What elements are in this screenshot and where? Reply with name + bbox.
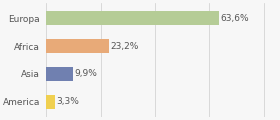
Bar (46, 95, 55, 109)
Bar (46, 67, 73, 81)
Text: 3,3%: 3,3% (57, 97, 80, 106)
Bar (46, 39, 109, 53)
Bar (46, 11, 219, 25)
Text: 23,2%: 23,2% (111, 42, 139, 51)
Text: 63,6%: 63,6% (220, 14, 249, 23)
Text: 9,9%: 9,9% (75, 69, 97, 78)
